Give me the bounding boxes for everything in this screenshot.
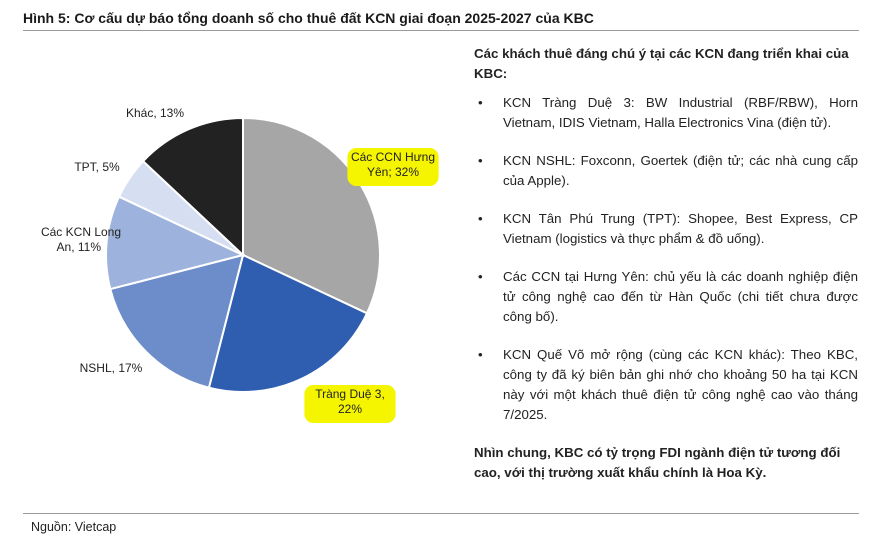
source-note: Nguồn: Vietcap xyxy=(31,520,117,534)
notes-heading: Các khách thuê đáng chú ý tại các KCN đa… xyxy=(474,46,849,81)
pie-slice-2 xyxy=(109,253,245,389)
bullet-icon: • xyxy=(478,347,483,362)
slice-label-text: 22% xyxy=(338,402,362,416)
bullet-icon: • xyxy=(478,95,483,110)
tenant-bullet-list: • KCN Tràng Duệ 3: BW Industrial (RBF/RBW… xyxy=(474,93,858,425)
slice-label-text: NSHL, 17% xyxy=(80,361,143,375)
list-item: • Các CCN tại Hưng Yên: chủ yếu là các do… xyxy=(474,267,858,327)
list-item-text: KCN Quế Võ mở rộng (cùng các KCN khác): … xyxy=(503,347,858,422)
list-item-text: KCN Tân Phú Trung (TPT): Shopee, Best Ex… xyxy=(503,211,858,246)
label-highlight-1 xyxy=(304,385,396,423)
slice-label-text: Các CCN Hưng xyxy=(351,150,435,164)
list-item-text: KCN Tràng Duệ 3: BW Industrial (RBF/RBW)… xyxy=(503,95,858,130)
slice-label-text: Yên; 32% xyxy=(367,165,419,179)
conclusion-text: Nhìn chung, KBC có tỷ trọng FDI ngành đi… xyxy=(474,445,841,480)
tenant-notes-panel: Các khách thuê đáng chú ý tại các KCN đa… xyxy=(474,44,858,483)
bullet-icon: • xyxy=(478,269,483,284)
list-item: • KCN Tân Phú Trung (TPT): Shopee, Best E… xyxy=(474,209,858,249)
bullet-icon: • xyxy=(478,153,483,168)
label-highlight-0 xyxy=(347,148,439,186)
pie-slice-3 xyxy=(105,195,246,291)
figure-title: Hình 5: Cơ cấu dự báo tổng doanh số cho … xyxy=(23,10,594,26)
pie-slice-5 xyxy=(141,116,244,258)
slice-label-5: Khác, 13% xyxy=(126,106,184,120)
slice-label-text: Tràng Duệ 3, xyxy=(315,387,385,401)
top-divider xyxy=(23,30,859,31)
pie-slices xyxy=(105,116,381,393)
slice-label-text: Các KCN Long xyxy=(41,225,121,239)
slice-label-text: An, 11% xyxy=(57,240,102,254)
list-item-text: Các CCN tại Hưng Yên: chủ yếu là các doa… xyxy=(503,269,858,324)
bullet-icon: • xyxy=(478,211,483,226)
slice-label-4: TPT, 5% xyxy=(74,160,120,174)
list-item-text: KCN NSHL: Foxconn, Goertek (điện tử; các… xyxy=(503,153,858,188)
slice-label-text: Khác, 13% xyxy=(126,106,184,120)
bottom-divider xyxy=(23,513,859,514)
list-item: • KCN Tràng Duệ 3: BW Industrial (RBF/RBW… xyxy=(474,93,858,133)
slice-label-text: TPT, 5% xyxy=(74,160,120,174)
list-item: • KCN NSHL: Foxconn, Goertek (điện tử; cá… xyxy=(474,151,858,191)
list-item: • KCN Quế Võ mở rộng (cùng các KCN khác):… xyxy=(474,345,858,425)
slice-label-1: Tràng Duệ 3,22% xyxy=(304,385,396,423)
slice-label-2: NSHL, 17% xyxy=(80,361,143,375)
pie-slice-1 xyxy=(207,253,369,393)
